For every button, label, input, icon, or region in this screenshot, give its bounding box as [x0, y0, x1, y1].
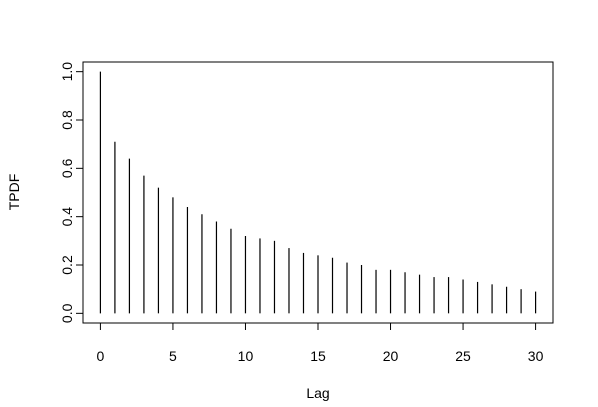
x-tick-label: 5	[169, 348, 177, 364]
y-tick-label: 0.8	[59, 110, 75, 130]
y-tick-label: 0.2	[59, 255, 75, 275]
y-tick-label: 1.0	[59, 62, 75, 82]
y-tick-label: 0.0	[59, 303, 75, 323]
x-tick-label: 20	[383, 348, 399, 364]
y-tick-label: 0.4	[59, 207, 75, 227]
y-tick-label: 0.6	[59, 158, 75, 178]
y-axis-label: TPDF	[6, 174, 22, 211]
x-tick-label: 30	[528, 348, 544, 364]
x-tick-label: 0	[97, 348, 105, 364]
x-tick-label: 10	[238, 348, 254, 364]
x-tick-label: 25	[455, 348, 471, 364]
x-tick-label: 15	[310, 348, 326, 364]
x-axis-label: Lag	[306, 385, 329, 401]
